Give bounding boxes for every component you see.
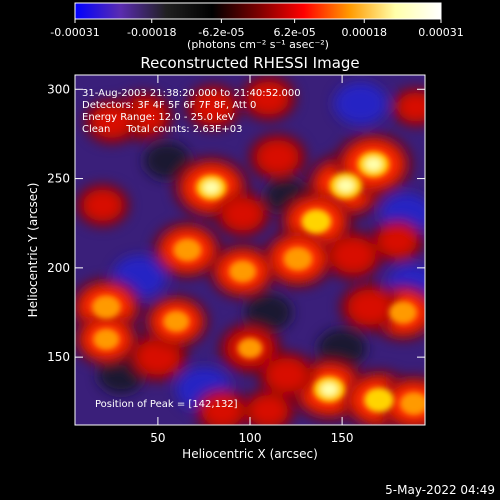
axis-ticks: 50 100 150 150 200 250 300 <box>47 75 425 445</box>
source-core <box>283 247 313 271</box>
footer-timestamp: 5-May-2022 04:49 <box>385 483 495 497</box>
annotation-time-range: 31-Aug-2003 21:38:20.000 to 21:40:52.000 <box>82 88 301 99</box>
source-body <box>192 90 234 124</box>
source-body <box>222 198 263 231</box>
chart-title: Reconstructed RHESSI Image <box>140 54 359 72</box>
source-peak <box>203 181 220 194</box>
negative-minimum <box>334 82 388 125</box>
source-body <box>202 394 243 425</box>
colorbar-tick-label: 0.00031 <box>418 26 464 39</box>
y-tick-label: 150 <box>47 350 70 364</box>
source-core <box>388 301 417 324</box>
colorbar-tick-label: 0.00018 <box>342 26 388 39</box>
annotation-peak-position: Position of Peak = [142,132] <box>95 399 238 410</box>
colorbar-ticks: -0.00031 -0.00018 -6.2e-05 6.2e-05 0.00018 0.… <box>50 19 464 39</box>
source-body <box>248 81 289 115</box>
source-peak <box>337 179 355 193</box>
heat-base-layer <box>75 75 425 425</box>
x-tick-label: 50 <box>150 431 165 445</box>
source-body <box>397 92 425 122</box>
source-core <box>163 310 190 333</box>
source-body <box>135 339 180 375</box>
source-body <box>331 237 376 273</box>
source-peak <box>321 382 338 396</box>
negative-minimum <box>244 293 293 332</box>
y-tick-label: 200 <box>47 261 70 275</box>
source-body <box>91 105 133 138</box>
plot-area <box>75 75 425 425</box>
colorbar: -0.00031 -0.00018 -6.2e-05 6.2e-05 0.00018 0.… <box>50 2 464 51</box>
x-tick-label: 150 <box>331 431 354 445</box>
annotation-clean-counts: Clean Total counts: 2.63E+03 <box>82 124 242 135</box>
colorbar-tick-label: -0.00031 <box>50 26 99 39</box>
annotation-energy-range: Energy Range: 12.0 - 25.0 keV <box>82 112 235 123</box>
source-body <box>83 189 123 221</box>
source-body <box>256 140 299 175</box>
source-core <box>237 337 263 359</box>
y-tick-label: 300 <box>47 82 70 96</box>
source-core <box>91 295 121 319</box>
source-peak <box>365 157 382 171</box>
source-body <box>265 358 309 392</box>
negative-minimum <box>143 142 191 180</box>
annotation-block: 31-Aug-2003 21:38:20.000 to 21:40:52.000… <box>82 88 301 410</box>
source-core <box>229 260 257 283</box>
colorbar-tick-label: -0.00018 <box>127 26 176 39</box>
heat-core-layer <box>91 151 425 415</box>
x-axis-label: Heliocentric X (arcsec) <box>182 447 318 461</box>
source-body <box>347 289 392 325</box>
source-core <box>301 209 332 234</box>
colorbar-label: (photons cm⁻² s⁻¹ asec⁻²) <box>187 38 329 51</box>
y-axis-label: Heliocentric Y (arcsec) <box>26 183 40 318</box>
x-tick-label: 100 <box>239 431 262 445</box>
colorbar-swatch <box>74 2 442 20</box>
source-core <box>364 387 394 413</box>
source-core <box>93 328 120 350</box>
colorbar-tick-label: -6.2e-05 <box>198 26 244 39</box>
source-core <box>173 238 202 262</box>
source-body <box>248 395 288 425</box>
colorbar-tick-label: 6.2e-05 <box>273 26 315 39</box>
heatmap-image <box>75 75 425 425</box>
source-core <box>400 392 425 415</box>
annotation-detectors: Detectors: 3F 4F 5F 6F 7F 8F, Att 0 <box>82 100 256 111</box>
y-tick-label: 250 <box>47 172 70 186</box>
source-body <box>377 225 417 257</box>
